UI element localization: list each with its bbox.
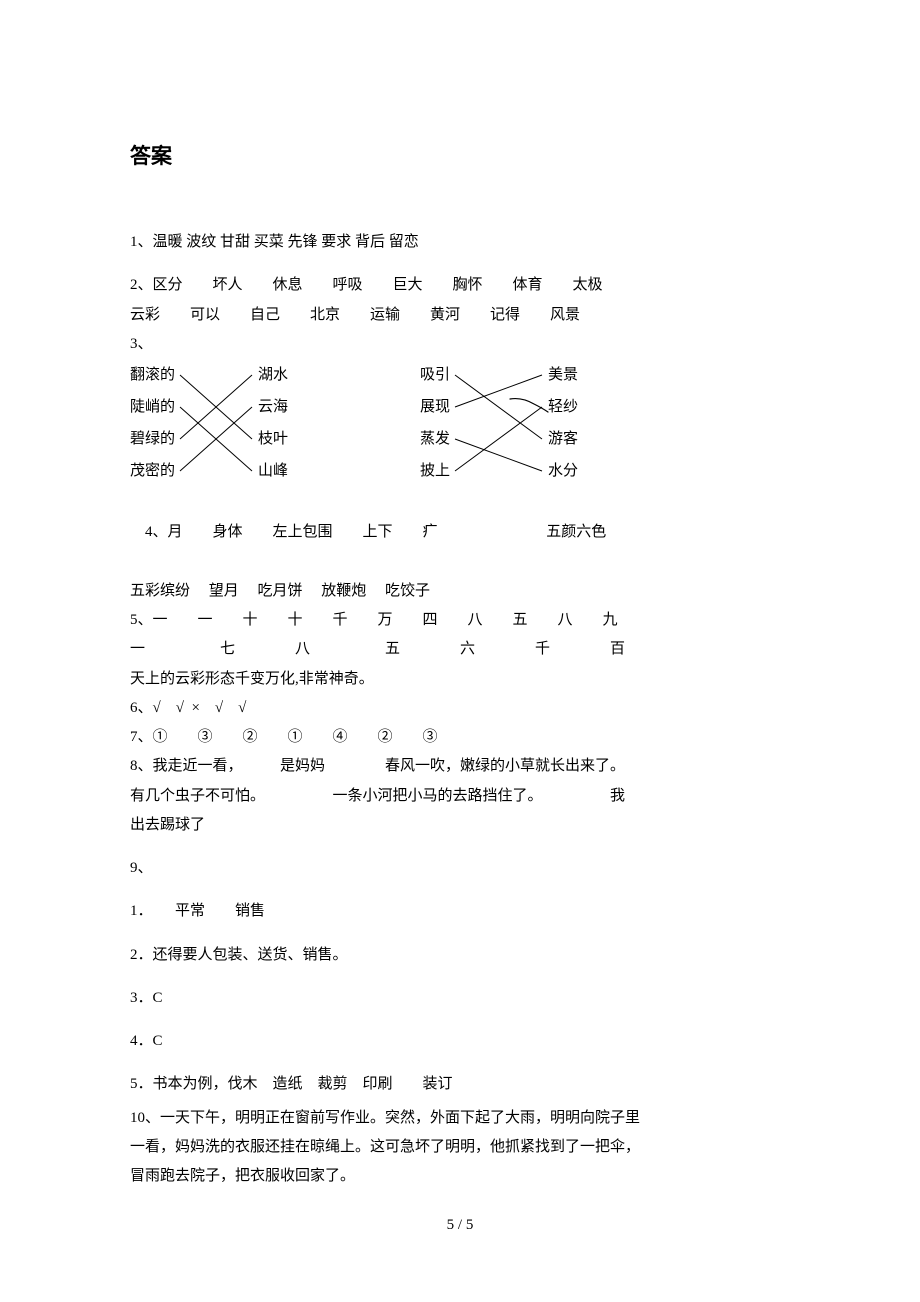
- answer-9-1: 1． 平常 销售: [130, 897, 790, 926]
- answer-2-line2: 云彩 可以 自己 北京 运输 黄河 记得 风景: [130, 301, 790, 330]
- page-footer: 5 / 5: [0, 1217, 920, 1234]
- answer-8-line3: 出去踢球了: [130, 811, 790, 840]
- answer-10-line1: 10、一天下午，明明正在窗前写作业。突然，外面下起了大雨，明明向院子里: [130, 1104, 790, 1133]
- answer-3-label: 3、: [130, 330, 790, 359]
- answer-8-line1: 8、我走近一看， 是妈妈 春风一吹，嫩绿的小草就长出来了。: [130, 752, 790, 781]
- answer-5-line1: 5、一 一 十 十 千 万 四 八 五 八 九: [130, 606, 790, 635]
- answer-6: 6、√ √ × √ √: [130, 694, 790, 723]
- answer-9-label: 9、: [130, 854, 790, 883]
- answer-10-line2: 一看，妈妈洗的衣服还挂在晾绳上。这可急坏了明明，他抓紧找到了一把伞，: [130, 1133, 790, 1162]
- answer-2-line1: 2、区分 坏人 休息 呼吸 巨大 胸怀 体育 太极: [130, 271, 790, 300]
- answer-10-line3: 冒雨跑去院子，把衣服收回家了。: [130, 1162, 790, 1191]
- answer-9-5: 5．书本为例，伐木 造纸 裁剪 印刷 装订: [130, 1070, 790, 1099]
- answer-8-line2: 有几个虫子不可怕。 一条小河把小马的去路挡住了。 我: [130, 782, 790, 811]
- answer-9-2: 2．还得要人包装、送货、销售。: [130, 941, 790, 970]
- answer-5-line3: 天上的云彩形态千变万化,非常神奇。: [130, 665, 790, 694]
- matching-exercise: 翻滚的陡峭的碧绿的茂密的 湖水云海枝叶山峰 吸引展现蒸发披上 美景轻纱游客水分: [130, 359, 790, 489]
- answer-7: 7、① ③ ② ① ④ ② ③: [130, 723, 790, 752]
- answer-9-4: 4．C: [130, 1027, 790, 1056]
- answer-9-3: 3．C: [130, 984, 790, 1013]
- match-lines-svg: [130, 359, 610, 489]
- answer-1: 1、温暖 波纹 甘甜 买菜 先锋 要求 背后 留恋: [130, 228, 790, 257]
- answer-4-text: 4、月 身体 左上包围 上下 疒 五颜六色: [145, 524, 606, 540]
- stroke-curve-icon: [508, 396, 552, 414]
- answer-4-line2: 五彩缤纷 望月 吃月饼 放鞭炮 吃饺子: [130, 577, 790, 606]
- answer-4-line1: 4、月 身体 左上包围 上下 疒 五颜六色: [130, 489, 790, 577]
- answers-heading: 答案: [130, 140, 790, 170]
- answer-5-line2: 一 七 八 五 六 千 百: [130, 635, 790, 664]
